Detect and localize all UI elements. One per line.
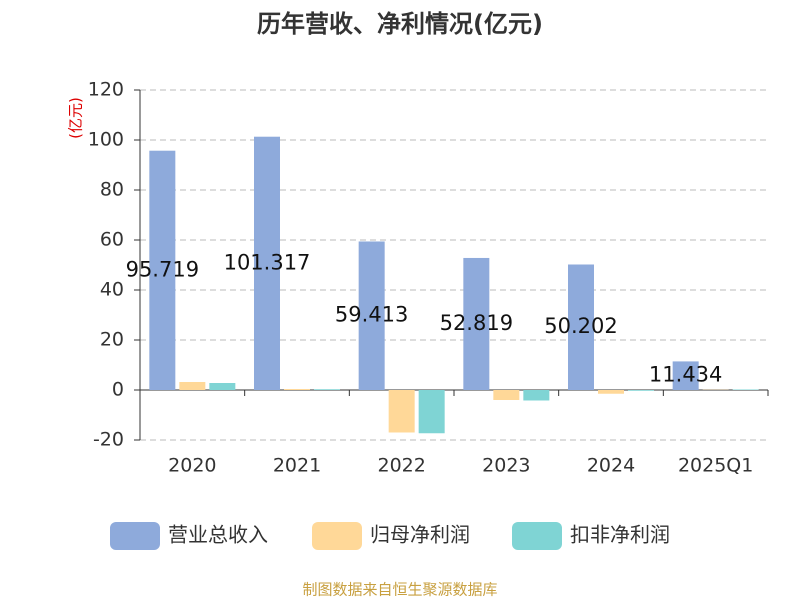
data-label: 101.317 [224,250,311,274]
data-label: 52.819 [440,311,513,335]
bar [418,390,445,434]
data-label: 59.413 [335,303,408,327]
legend-label: 归母净利润 [370,523,470,547]
bar [314,389,340,390]
bar [284,389,310,390]
legend-swatch [512,522,562,550]
y-tick-label: 60 [100,229,124,251]
y-axis-label: (亿元) [67,97,85,139]
y-tick-label: 80 [100,179,124,201]
bar [672,361,699,390]
y-tick-label: 20 [100,329,124,351]
bar [598,390,624,394]
bar [254,136,280,390]
bar [732,389,759,390]
y-tick-label: 0 [112,379,124,401]
bar [463,257,490,390]
data-label: 11.434 [649,363,722,387]
bar [628,390,654,391]
chart-title: 历年营收、净利情况(亿元) [257,10,543,38]
x-tick-label: 2022 [377,455,425,477]
bar [209,383,236,390]
source-note: 制图数据来自恒生聚源数据库 [302,581,497,599]
bar [388,390,415,433]
x-tick-label: 2021 [273,455,321,477]
y-tick-label: -20 [93,429,124,451]
x-tick-label: 2023 [482,455,530,477]
y-tick-label: 100 [88,129,124,151]
x-tick-label: 2020 [168,455,216,477]
bar [523,390,550,401]
x-tick-label: 2025Q1 [678,455,753,477]
y-tick-label: 40 [100,279,124,301]
legend-swatch [110,522,160,550]
x-tick-label: 2024 [587,455,635,477]
legend-label: 营业总收入 [168,523,268,547]
data-label: 95.719 [126,257,199,281]
legend-label: 扣非净利润 [570,523,670,547]
y-tick-label: 120 [88,79,124,101]
bar [568,264,594,390]
bar [493,390,520,400]
bar [358,241,385,390]
legend-swatch [312,522,362,550]
bar [149,150,176,390]
bar [179,382,206,390]
data-label: 50.202 [544,314,617,338]
